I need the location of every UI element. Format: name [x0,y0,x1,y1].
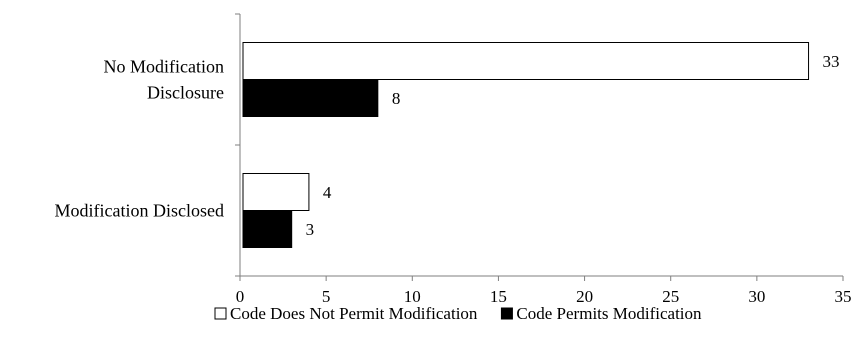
category-label: Modification Disclosed [55,201,224,221]
data-label: 33 [823,52,840,71]
bar-0-0 [242,42,810,80]
x-tick-label: 10 [404,287,421,306]
legend: Code Does Not Permit Modification Code Pe… [214,304,702,323]
bar-1-1 [242,210,293,248]
x-tick-label: 15 [490,287,507,306]
x-tick-label: 35 [835,287,852,306]
labels-layer: 33 8 No Modification Disclosure 43 Modificati… [55,52,852,306]
legend-label: Code Permits Modification [516,304,702,323]
category-label: No Modification Disclosure [104,57,224,103]
x-tick-label: 0 [236,287,245,306]
bars-layer [242,42,810,248]
legend-swatch [500,307,513,320]
data-label: 8 [392,89,401,108]
x-tick-label: 30 [748,287,765,306]
legend-swatch [214,307,227,320]
axes-layer [235,13,844,281]
legend-label: Code Does Not Permit Modification [230,304,478,323]
x-tick-label: 5 [322,287,331,306]
data-label: 4 [323,183,332,202]
bar-0-1 [242,79,379,117]
x-tick-label: 25 [662,287,679,306]
bar-1-0 [242,173,310,211]
x-tick-label: 20 [576,287,593,306]
data-label: 3 [306,220,315,239]
